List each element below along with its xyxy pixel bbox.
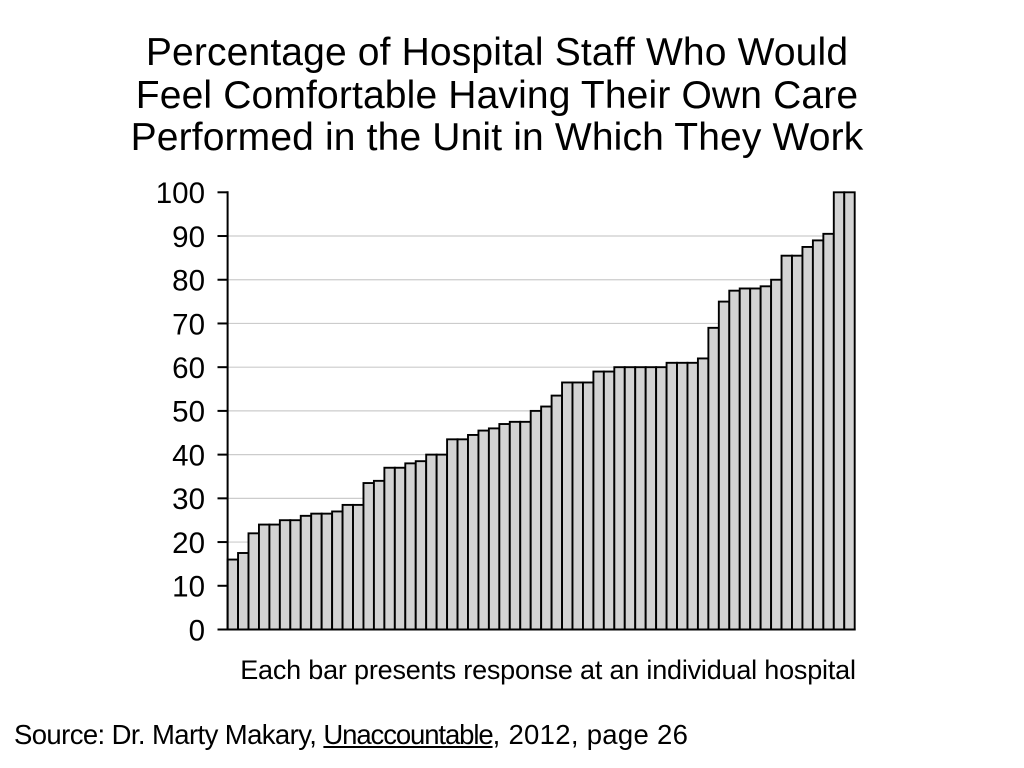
svg-text:50: 50 (172, 396, 205, 429)
svg-text:40: 40 (172, 439, 205, 472)
svg-text:100: 100 (156, 177, 205, 210)
svg-text:10: 10 (172, 571, 205, 604)
svg-text:80: 80 (172, 265, 205, 298)
svg-text:30: 30 (172, 483, 205, 516)
svg-text:90: 90 (172, 221, 205, 254)
svg-text:0: 0 (189, 614, 205, 647)
svg-text:70: 70 (172, 308, 205, 341)
svg-text:20: 20 (172, 527, 205, 560)
svg-text:60: 60 (172, 352, 205, 385)
